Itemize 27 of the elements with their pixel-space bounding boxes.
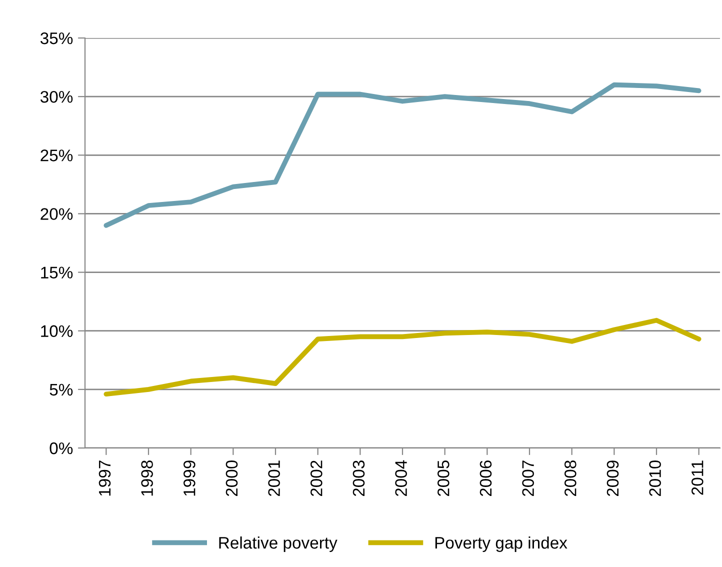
x-tick-label: 1997 xyxy=(98,460,111,496)
y-tick-label: 35% xyxy=(40,32,73,44)
y-tick-label: 25% xyxy=(40,150,73,162)
y-tick-label: 30% xyxy=(40,90,73,103)
x-tick-label: 2007 xyxy=(522,460,534,496)
line-series xyxy=(104,82,702,228)
legend-label: Relative poverty xyxy=(219,536,338,552)
y-tick-label: 10% xyxy=(41,325,73,338)
x-tick-label: 2008 xyxy=(564,460,576,496)
y-tick-label: 5% xyxy=(50,384,73,396)
x-tick-label: 2006 xyxy=(480,460,492,496)
legend-label: Poverty gap index xyxy=(435,536,568,552)
x-tick-label: 2011 xyxy=(692,460,704,495)
x-tick-label: 2001 xyxy=(268,460,280,496)
x-tick-label: 2009 xyxy=(606,460,619,496)
x-tick-label: 1999 xyxy=(184,460,196,496)
y-tick-label: 20% xyxy=(40,208,73,220)
line-series xyxy=(104,318,702,397)
y-tick-label: 0% xyxy=(50,442,73,454)
x-tick-label: 1998 xyxy=(141,460,153,496)
x-tick-label: 2002 xyxy=(310,460,322,496)
x-tick-label: 2005 xyxy=(438,460,450,496)
x-tick-label: 2004 xyxy=(395,460,407,496)
x-tick-label: 2000 xyxy=(226,460,238,496)
x-tick-label: 2010 xyxy=(649,460,661,496)
x-tick-label: 2003 xyxy=(352,460,365,496)
y-tick-label: 15% xyxy=(41,266,73,278)
